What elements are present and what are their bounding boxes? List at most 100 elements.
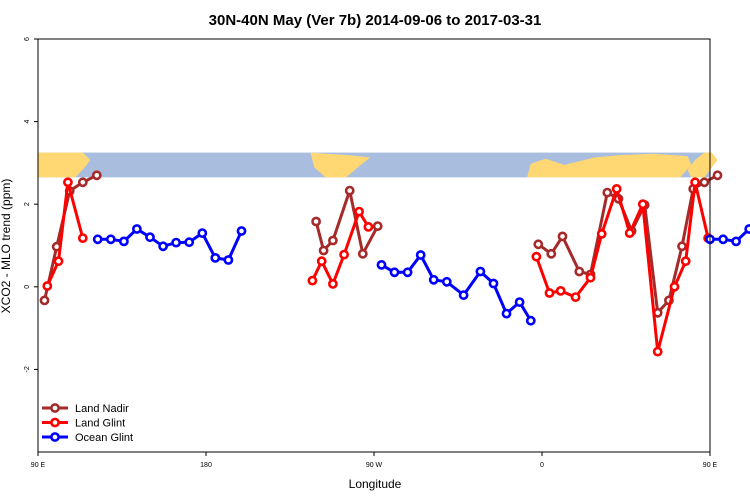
ocean-glint-point: [744, 224, 750, 234]
x-tick-label: 0: [540, 462, 544, 469]
series-layer: [39, 170, 750, 357]
land-nadir-point: [557, 231, 568, 242]
ocean-glint-point: [415, 250, 426, 260]
legend-swatch-point: [50, 403, 60, 413]
land-nadir-point: [712, 170, 723, 181]
land-nadir-point: [327, 235, 338, 246]
y-axis: -2 0 2 4 6: [24, 37, 38, 373]
ocean-glint-point: [376, 259, 387, 270]
legend-label: Land Nadir: [75, 403, 129, 415]
ocean-glint-point: [731, 236, 741, 247]
x-tick-label: 90 E: [703, 462, 718, 469]
land-nadir-point: [533, 239, 544, 250]
ocean-glint-point: [119, 236, 129, 247]
europe-africa-land: [527, 153, 692, 178]
y-axis-label: XCO2 - MLO trend (ppm): [0, 179, 13, 314]
ocean-glint-point: [105, 234, 116, 245]
ocean-glint-point: [428, 274, 439, 285]
ocean-glint-line: [97, 227, 243, 262]
land-nadir-point: [546, 248, 557, 259]
legend-item-land-nadir: Land Nadir: [42, 403, 129, 415]
land-nadir-point: [372, 221, 383, 231]
land-glint-point: [53, 256, 64, 267]
land-nadir-point: [357, 248, 368, 259]
ocean-glint-point: [389, 267, 400, 278]
land-glint-point: [652, 346, 663, 357]
land-nadir-line: [314, 189, 380, 256]
y-tick-label: 0: [24, 285, 31, 289]
land-glint-point: [307, 275, 318, 286]
legend-item-land-glint: Land Glint: [42, 418, 125, 430]
land-glint-point: [316, 256, 327, 267]
ocean-glint-line: [710, 227, 750, 243]
land-nadir-point: [574, 266, 585, 277]
land-glint-point: [42, 281, 53, 291]
legend-swatch-point: [50, 432, 60, 442]
ocean-glint-point: [236, 226, 247, 236]
land-nadir-point: [311, 216, 321, 227]
land-glint-point: [327, 278, 338, 289]
land-nadir-point: [677, 241, 687, 252]
ocean-glint-point: [197, 228, 208, 238]
land-glint-point: [611, 183, 622, 194]
ocean-glint-point: [131, 224, 142, 234]
y-tick-label: -2: [24, 366, 31, 372]
land-glint-line: [45, 180, 85, 287]
x-tick-label: 90 E: [31, 462, 46, 469]
land-nadir-series: [39, 170, 723, 318]
land-nadir-point: [699, 177, 710, 188]
asia-land: [38, 152, 91, 178]
ocean-glint-point: [488, 278, 499, 289]
y-tick-label: 6: [24, 37, 31, 41]
legend-item-ocean-glint: Ocean Glint: [42, 432, 133, 444]
x-axis-label: Longitude: [349, 477, 402, 491]
ocean-glint-point: [514, 297, 525, 307]
ocean-glint-point: [475, 266, 486, 277]
land-nadir-point: [344, 185, 355, 196]
land-glint-point: [354, 206, 364, 217]
ocean-glint-point: [718, 234, 728, 245]
ocean-glint-point: [525, 315, 536, 326]
ocean-glint-point: [402, 267, 413, 278]
land-glint-line: [534, 180, 710, 354]
north-america-land: [310, 152, 371, 178]
legend-label: Land Glint: [75, 418, 125, 430]
ocean-glint-point: [171, 237, 181, 248]
land-glint-point: [531, 251, 542, 262]
ocean-glint-point: [184, 237, 195, 248]
land-glint-point: [544, 288, 555, 298]
land-nadir-point: [77, 177, 88, 188]
land-glint-point: [77, 233, 88, 243]
ocean-glint-point: [145, 232, 155, 243]
plot-frame: [37, 38, 711, 453]
y-tick-label: 4: [24, 120, 31, 124]
land-glint-point: [680, 256, 691, 267]
ocean-glint-point: [441, 276, 452, 287]
land-glint-point: [555, 285, 566, 296]
ocean-glint-point: [92, 234, 103, 245]
ocean-glint-point: [158, 241, 168, 252]
land-nadir-point: [318, 245, 329, 256]
legend-swatch-point: [50, 417, 60, 428]
ocean-glint-point: [223, 255, 234, 265]
land-nadir-point: [39, 295, 50, 306]
land-nadir-point: [91, 170, 102, 181]
legend: Land Nadir Land Glint Ocean Glint: [42, 403, 133, 444]
land-glint-point: [585, 272, 596, 283]
land-glint-point: [624, 228, 635, 238]
land-glint-point: [669, 281, 680, 292]
x-axis: 90 E 180 90 W 0 90 E: [31, 452, 718, 469]
y-tick-label: 2: [24, 202, 31, 206]
x-tick-label: 90 W: [366, 462, 383, 469]
land-glint-point: [596, 228, 607, 239]
ocean-glint-point: [210, 252, 221, 263]
land-glint-point: [637, 199, 648, 210]
ocean-glint-point: [501, 308, 512, 319]
legend-label: Ocean Glint: [75, 432, 133, 444]
x-tick-label: 180: [200, 462, 212, 469]
ocean-glint-point: [458, 290, 469, 300]
land-glint-point: [339, 249, 349, 260]
land-glint-point: [63, 177, 73, 188]
land-glint-point: [690, 177, 700, 188]
